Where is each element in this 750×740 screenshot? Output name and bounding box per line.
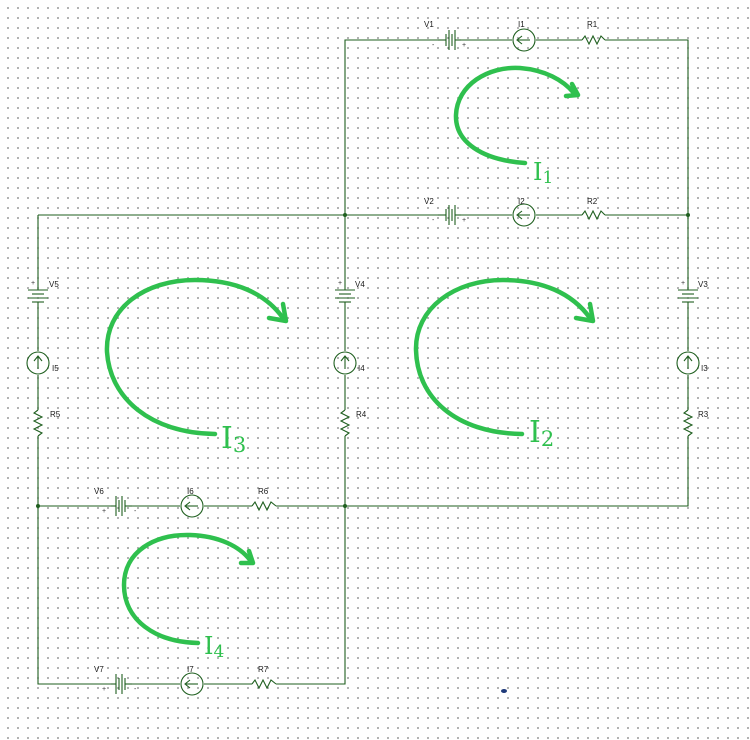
label-i6: I6: [187, 487, 194, 496]
label-i5: I5: [52, 364, 59, 373]
label-r1: R1: [587, 20, 598, 29]
resistor-r6: R6: [251, 487, 277, 512]
ink-dot: [501, 689, 507, 693]
current-source-i7: I7: [180, 665, 204, 696]
polarity-plus: +: [462, 42, 466, 49]
node-junction: [343, 213, 347, 217]
wire-top-branch: [344, 39, 689, 215]
battery-v3: V3 +: [678, 280, 708, 305]
label-v1: V1: [424, 20, 434, 29]
current-source-i4: I4: [333, 351, 365, 375]
label-v6: V6: [94, 487, 104, 496]
label-r5: R5: [50, 410, 61, 419]
loop-label-i3: I3: [221, 421, 246, 457]
resistor-r7: R7: [251, 665, 277, 690]
polarity-plus: +: [338, 280, 342, 287]
label-r7: R7: [258, 665, 269, 674]
arrowhead-icon: [563, 81, 581, 99]
label-v7: V7: [94, 665, 104, 674]
battery-v5: V5 +: [28, 280, 59, 305]
label-r2: R2: [587, 197, 598, 206]
loop-arrow-arc: [453, 65, 577, 166]
battery-v4: V4 +: [335, 280, 365, 305]
current-source-i5: I5: [26, 351, 59, 375]
label-v5: V5: [49, 280, 59, 289]
loop-current-i2: I2: [413, 277, 596, 451]
node-junction: [343, 504, 347, 508]
battery-v6: V6 + -: [94, 487, 137, 516]
arrowhead-icon: [238, 548, 256, 566]
node-junction: [36, 504, 40, 508]
resistor-r1: R1: [581, 20, 606, 46]
battery-v7: V7 + -: [94, 665, 137, 694]
current-source-i2: I2: [512, 197, 536, 227]
arrowhead-icon: [573, 301, 596, 324]
resistor-r2: R2: [581, 197, 606, 221]
current-source-i1: I1: [512, 20, 536, 52]
loop-arrow-arc: [413, 277, 593, 437]
resistor-r5: R5: [32, 409, 61, 437]
polarity-minus: -: [432, 217, 435, 224]
current-source-i6: I6: [180, 487, 204, 518]
polarity-minus: -: [134, 686, 137, 693]
label-v2: V2: [424, 197, 434, 206]
loop-label-i2: I2: [529, 415, 554, 451]
label-i1: I1: [518, 20, 525, 29]
loop-current-i4: I4: [121, 532, 256, 662]
polarity-minus: -: [134, 508, 137, 515]
polarity-plus: +: [102, 508, 106, 515]
label-r3: R3: [698, 410, 709, 419]
loop-label-i1: I1: [533, 158, 553, 188]
label-i7: I7: [187, 665, 194, 674]
resistor-r4: R4: [339, 409, 367, 437]
loop-current-i1: I1: [453, 65, 581, 188]
wire-bottom-branch: [37, 506, 346, 685]
polarity-minus: -: [432, 42, 435, 49]
loop-arrow-arc: [104, 277, 286, 437]
loop-arrow-arc: [121, 532, 253, 646]
battery-v1: V1 - +: [424, 20, 466, 50]
loop-current-i3: I3: [104, 277, 289, 457]
node-junction: [686, 213, 690, 217]
polarity-plus: +: [462, 217, 466, 224]
resistor-r3: R3: [682, 409, 709, 437]
loop-label-i4: I4: [204, 632, 224, 662]
junction-nodes: [36, 213, 690, 508]
polarity-plus: +: [681, 280, 685, 287]
label-r6: R6: [258, 487, 269, 496]
label-i4: I4: [358, 364, 365, 373]
label-v4: V4: [355, 280, 365, 289]
label-r4: R4: [356, 410, 367, 419]
current-source-i3: I3: [676, 351, 708, 375]
arrowhead-icon: [266, 301, 289, 324]
polarity-plus: +: [102, 686, 106, 693]
wire-right-branch: [345, 215, 689, 507]
wires: [37, 39, 689, 685]
label-i2: I2: [518, 197, 525, 206]
label-v3: V3: [698, 280, 708, 289]
battery-v2: V2 - +: [424, 197, 466, 225]
label-i3: I3: [701, 364, 708, 373]
polarity-plus: +: [31, 280, 35, 287]
